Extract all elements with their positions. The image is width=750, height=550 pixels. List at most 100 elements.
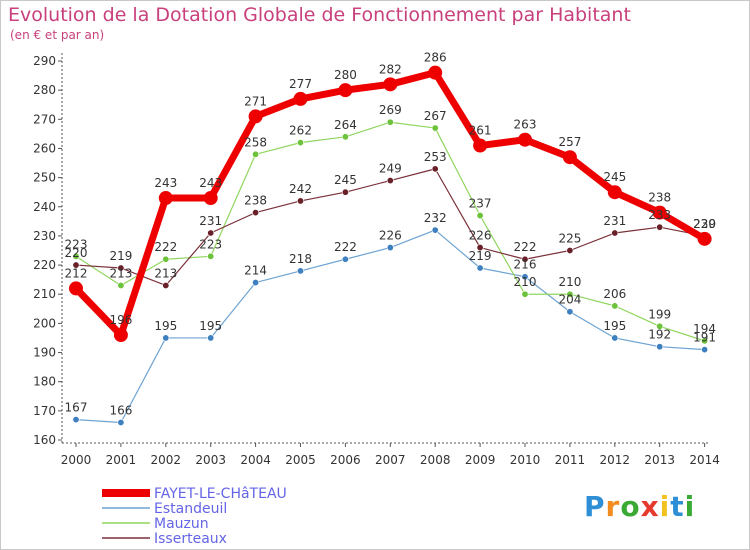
series-point-fayet-le-ch-teau bbox=[607, 185, 622, 200]
y-tick-label: 180 bbox=[33, 375, 56, 389]
series-point-fayet-le-ch-teau bbox=[113, 328, 128, 343]
series-point-isserteaux bbox=[72, 261, 80, 269]
y-tick-label: 220 bbox=[33, 258, 56, 272]
y-tick-label: 190 bbox=[33, 346, 56, 360]
series-point-estandeuil bbox=[566, 308, 574, 316]
data-label-isserteaux: 225 bbox=[558, 232, 581, 246]
data-label-estandeuil: 226 bbox=[379, 229, 402, 243]
x-tick-label: 2008 bbox=[420, 453, 451, 467]
data-label-mauzun: 213 bbox=[109, 266, 132, 280]
data-label-isserteaux: 253 bbox=[424, 150, 447, 164]
y-tick-label: 240 bbox=[33, 200, 56, 214]
data-label-mauzun: 206 bbox=[603, 287, 626, 301]
x-tick-label: 2004 bbox=[240, 453, 271, 467]
data-label-fayet-le-ch-teau: 280 bbox=[334, 68, 357, 82]
data-label-fayet-le-ch-teau: 263 bbox=[514, 118, 537, 132]
series-point-isserteaux bbox=[521, 255, 529, 263]
logo-letter: o bbox=[620, 490, 641, 523]
series-point-mauzun bbox=[341, 133, 349, 141]
y-tick-label: 250 bbox=[33, 171, 56, 185]
data-label-fayet-le-ch-teau: 286 bbox=[424, 51, 447, 65]
series-point-mauzun bbox=[117, 281, 125, 289]
series-point-mauzun bbox=[386, 118, 394, 126]
data-label-isserteaux: 231 bbox=[603, 214, 626, 228]
series-point-estandeuil bbox=[72, 416, 80, 424]
logo-letter: i bbox=[684, 490, 696, 523]
series-point-fayet-le-ch-teau bbox=[697, 231, 712, 246]
data-label-isserteaux: 245 bbox=[334, 173, 357, 187]
series-point-fayet-le-ch-teau bbox=[293, 91, 308, 106]
data-label-estandeuil: 167 bbox=[65, 401, 88, 415]
series-point-fayet-le-ch-teau bbox=[518, 132, 532, 147]
series-point-fayet-le-ch-teau bbox=[428, 65, 443, 80]
data-label-fayet-le-ch-teau: 245 bbox=[603, 170, 626, 184]
series-point-estandeuil bbox=[431, 226, 439, 234]
logo-letter: r bbox=[605, 490, 621, 523]
series-point-estandeuil bbox=[611, 334, 619, 342]
chart-data-labels: 167 166 195 195 214 218 222 226 232 219 216 204 195 1… bbox=[65, 51, 717, 418]
data-label-mauzun: 258 bbox=[244, 135, 267, 149]
x-tick-label: 2001 bbox=[106, 453, 137, 467]
data-label-isserteaux: 219 bbox=[109, 249, 132, 263]
chart-series bbox=[69, 65, 712, 427]
data-label-mauzun: 237 bbox=[469, 197, 492, 211]
data-label-mauzun: 194 bbox=[693, 322, 716, 336]
data-label-estandeuil: 232 bbox=[424, 211, 447, 225]
data-label-isserteaux: 242 bbox=[289, 182, 312, 196]
data-label-isserteaux: 222 bbox=[514, 240, 537, 254]
series-point-mauzun bbox=[521, 290, 529, 298]
series-point-mauzun bbox=[207, 252, 215, 260]
x-tick-label: 2012 bbox=[600, 453, 631, 467]
series-point-fayet-le-ch-teau bbox=[248, 109, 263, 124]
data-label-estandeuil: 222 bbox=[334, 240, 357, 254]
y-tick-label: 260 bbox=[33, 141, 56, 155]
data-label-mauzun: 264 bbox=[334, 118, 357, 132]
data-label-estandeuil: 191 bbox=[693, 331, 716, 345]
data-label-estandeuil: 195 bbox=[154, 319, 177, 333]
data-label-fayet-le-ch-teau: 238 bbox=[648, 191, 671, 205]
chart-legend: FAYET-LE-CHâTEAUEstandeuilMauzunIssertea… bbox=[102, 486, 287, 547]
series-point-mauzun bbox=[162, 255, 170, 263]
data-label-estandeuil: 195 bbox=[199, 319, 222, 333]
y-tick-label: 270 bbox=[33, 112, 56, 126]
series-point-estandeuil bbox=[656, 343, 664, 351]
chart-subtitle: (en € et par an) bbox=[10, 28, 105, 42]
series-point-fayet-le-ch-teau bbox=[203, 191, 218, 206]
logo-letter: P bbox=[584, 490, 606, 523]
y-tick-label: 200 bbox=[33, 316, 56, 330]
logo-letter: i bbox=[659, 490, 671, 523]
data-label-fayet-le-ch-teau: 196 bbox=[109, 313, 132, 327]
series-point-isserteaux bbox=[611, 229, 619, 237]
series-point-isserteaux bbox=[656, 223, 664, 231]
data-label-mauzun: 210 bbox=[514, 275, 537, 289]
series-point-mauzun bbox=[296, 139, 304, 147]
series-point-isserteaux bbox=[252, 209, 260, 217]
legend-label-mauzun: Mauzun bbox=[154, 516, 209, 532]
series-point-isserteaux bbox=[431, 165, 439, 173]
chart-title: Evolution de la Dotation Globale de Fonc… bbox=[8, 4, 631, 26]
y-tick-label: 170 bbox=[33, 404, 56, 418]
series-point-mauzun bbox=[656, 322, 664, 330]
series-point-estandeuil bbox=[386, 244, 394, 252]
data-label-estandeuil: 216 bbox=[514, 258, 537, 272]
series-point-estandeuil bbox=[162, 334, 170, 342]
series-point-mauzun bbox=[431, 124, 439, 132]
data-label-estandeuil: 195 bbox=[603, 319, 626, 333]
series-point-isserteaux bbox=[566, 247, 574, 255]
x-tick-label: 2005 bbox=[285, 453, 316, 467]
data-label-isserteaux: 231 bbox=[199, 214, 222, 228]
data-label-fayet-le-ch-teau: 212 bbox=[65, 266, 88, 280]
y-tick-label: 230 bbox=[33, 229, 56, 243]
series-point-mauzun bbox=[252, 150, 260, 158]
logo-letter: t bbox=[670, 490, 685, 523]
series-point-estandeuil bbox=[117, 419, 125, 427]
series-point-fayet-le-ch-teau bbox=[338, 83, 353, 98]
data-label-estandeuil: 214 bbox=[244, 264, 267, 278]
x-tick-label: 2014 bbox=[689, 453, 720, 467]
data-label-isserteaux: 213 bbox=[154, 266, 177, 280]
x-tick-label: 2013 bbox=[644, 453, 675, 467]
series-point-fayet-le-ch-teau bbox=[562, 150, 577, 165]
series-point-mauzun bbox=[566, 290, 574, 298]
data-label-mauzun: 269 bbox=[379, 103, 402, 117]
